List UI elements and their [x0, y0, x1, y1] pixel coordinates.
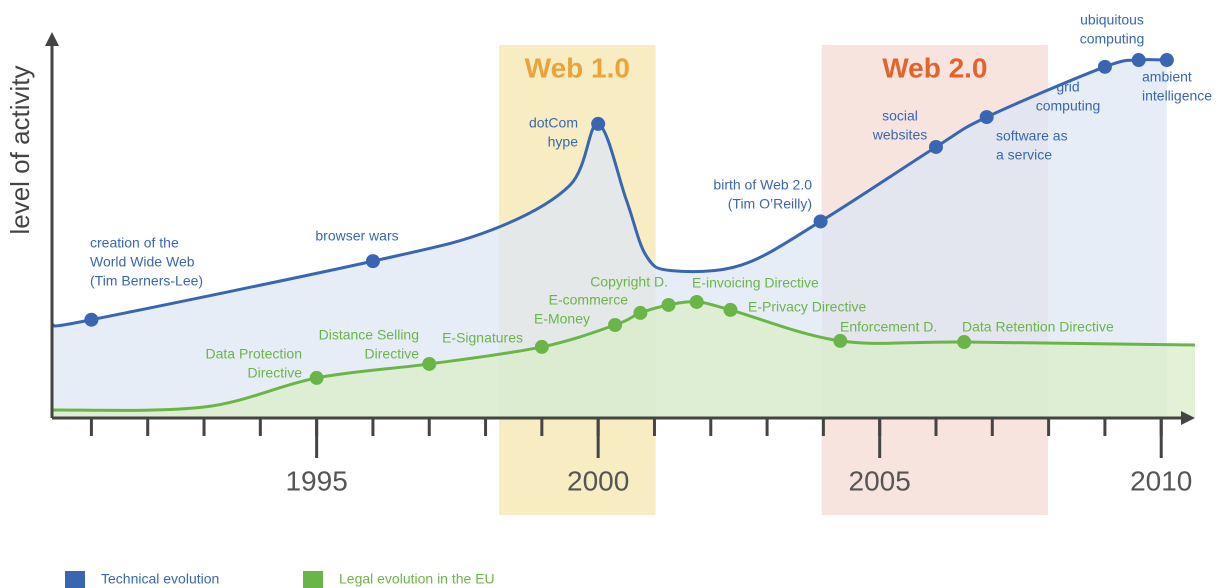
- event-label: Directive: [248, 365, 303, 381]
- event-label: browser wars: [315, 228, 398, 244]
- event-label: grid: [1056, 79, 1079, 95]
- event-label: dotCom: [529, 115, 578, 131]
- event-dot: [422, 356, 437, 371]
- event-dot: [833, 333, 848, 348]
- x-tick-label: 1995: [285, 465, 347, 496]
- y-axis-label: level of activity: [5, 65, 35, 234]
- x-tick-label: 2000: [567, 465, 629, 496]
- event-dot: [591, 116, 606, 131]
- legend-label: Legal evolution in the EU: [339, 571, 495, 587]
- event-dot: [928, 139, 943, 154]
- series-area: [52, 59, 1167, 419]
- event-label: E-invoicing Directive: [692, 275, 819, 291]
- event-label: Enforcement D.: [840, 319, 937, 335]
- event-dot: [661, 297, 676, 312]
- era-label: Web 1.0: [525, 52, 630, 83]
- event-label: World Wide Web: [90, 254, 195, 270]
- legend-swatch: [303, 571, 323, 588]
- event-label: computing: [1036, 98, 1101, 114]
- event-label: E-commerce: [549, 292, 629, 308]
- event-label: Distance Selling: [319, 327, 419, 343]
- event-label: websites: [872, 127, 927, 143]
- event-label: birth of Web 2.0: [713, 177, 812, 193]
- event-label: hype: [548, 134, 579, 150]
- event-label: a service: [996, 147, 1052, 163]
- event-dot: [723, 302, 738, 317]
- event-dot: [689, 294, 704, 309]
- event-dot: [1097, 59, 1112, 74]
- event-dot: [309, 370, 324, 385]
- event-label: social: [882, 108, 918, 124]
- event-label: E-Signatures: [442, 330, 523, 346]
- x-tick-label: 2010: [1130, 465, 1192, 496]
- event-label: software as: [996, 128, 1068, 144]
- event-label: E-Money: [534, 311, 590, 327]
- y-axis-arrow: [45, 32, 59, 46]
- event-label: Data Retention Directive: [962, 319, 1114, 335]
- event-dot: [813, 214, 828, 229]
- era-label: Web 2.0: [882, 52, 987, 83]
- event-label: (Tim Berners-Lee): [90, 273, 203, 289]
- event-dot: [633, 305, 648, 320]
- event-dot: [365, 254, 380, 269]
- legend-swatch: [65, 571, 85, 588]
- event-label: Copyright D.: [590, 274, 668, 290]
- event-dot: [534, 339, 549, 354]
- x-axis-arrow: [1181, 411, 1195, 425]
- series-area: [52, 301, 1195, 418]
- event-label: E-Privacy Directive: [748, 299, 866, 315]
- event-label: Data Protection: [206, 346, 303, 362]
- event-label: computing: [1080, 31, 1145, 47]
- event-label: ubiquitous: [1080, 12, 1144, 28]
- event-dot: [84, 312, 99, 327]
- event-label: creation of the: [90, 235, 179, 251]
- event-dot: [608, 318, 623, 333]
- event-label: (Tim O’Reilly): [728, 196, 812, 212]
- event-dot: [979, 110, 994, 125]
- event-label: intelligence: [1142, 88, 1212, 104]
- event-dot: [1131, 53, 1146, 68]
- event-label: Directive: [365, 346, 420, 362]
- event-dot: [957, 335, 972, 350]
- event-label: ambient: [1142, 69, 1192, 85]
- legend-label: Technical evolution: [101, 571, 219, 587]
- x-tick-label: 2005: [849, 465, 911, 496]
- event-dot: [1159, 53, 1174, 68]
